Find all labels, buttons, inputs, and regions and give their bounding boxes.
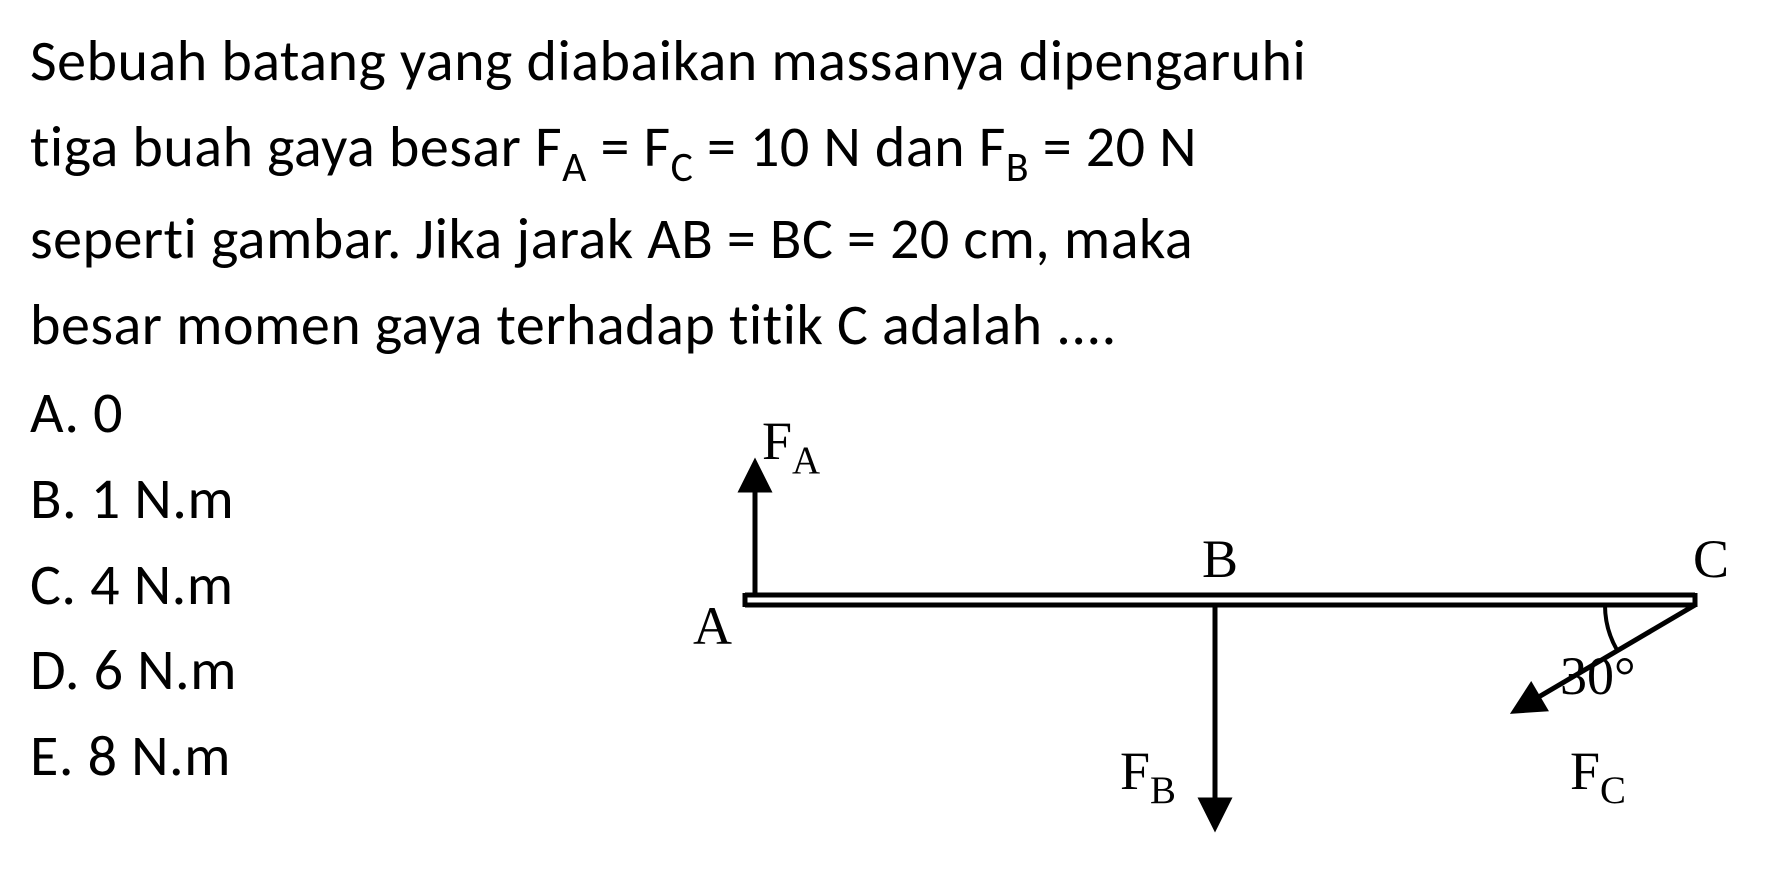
line2-pre: tiga buah gaya besar F <box>30 111 562 182</box>
angle-arc <box>1605 605 1617 650</box>
label-angle: 30° <box>1560 645 1636 707</box>
options-list: A. 0 B. 1 N.m C. 4 N.m D. 6 N.m E. 8 N.m <box>30 370 237 799</box>
label-fb-sub: B <box>1150 769 1176 812</box>
line2-mid1: = F <box>587 111 671 182</box>
line2-mid2: = 10 N dan F <box>693 111 1006 182</box>
line2-subC: C <box>671 142 694 193</box>
label-c: C <box>1693 528 1729 590</box>
label-fa-sub: A <box>792 439 820 482</box>
label-fa: FA <box>762 410 820 481</box>
option-d: D. 6 N.m <box>30 627 237 713</box>
option-a: A. 0 <box>30 370 237 456</box>
problem-line-4: besar momen gaya terhadap titik C adalah… <box>30 282 1750 368</box>
label-fb-f: F <box>1120 741 1150 801</box>
option-c: C. 4 N.m <box>30 542 237 628</box>
option-b: B. 1 N.m <box>30 456 237 542</box>
problem-text: Sebuah batang yang diabaikan massanya di… <box>30 18 1750 368</box>
label-a: A <box>693 595 732 657</box>
line2-subB: B <box>1006 142 1029 193</box>
label-fc-sub: C <box>1600 769 1626 812</box>
problem-line-3: seperti gambar. Jika jarak AB = BC = 20 … <box>30 196 1750 282</box>
option-e: E. 8 N.m <box>30 713 237 799</box>
label-b: B <box>1202 528 1238 590</box>
problem-line-1: Sebuah batang yang diabaikan massanya di… <box>30 18 1750 104</box>
problem-line-2: tiga buah gaya besar FA = FC = 10 N dan … <box>30 104 1750 196</box>
label-fb: FB <box>1120 740 1176 811</box>
line2-post: = 20 N <box>1029 111 1197 182</box>
force-diagram: FA A B C FB FC 30° <box>690 420 1740 870</box>
label-fc: FC <box>1570 740 1626 811</box>
line2-subA: A <box>562 142 587 193</box>
label-fc-f: F <box>1570 741 1600 801</box>
label-fa-f: F <box>762 411 792 471</box>
